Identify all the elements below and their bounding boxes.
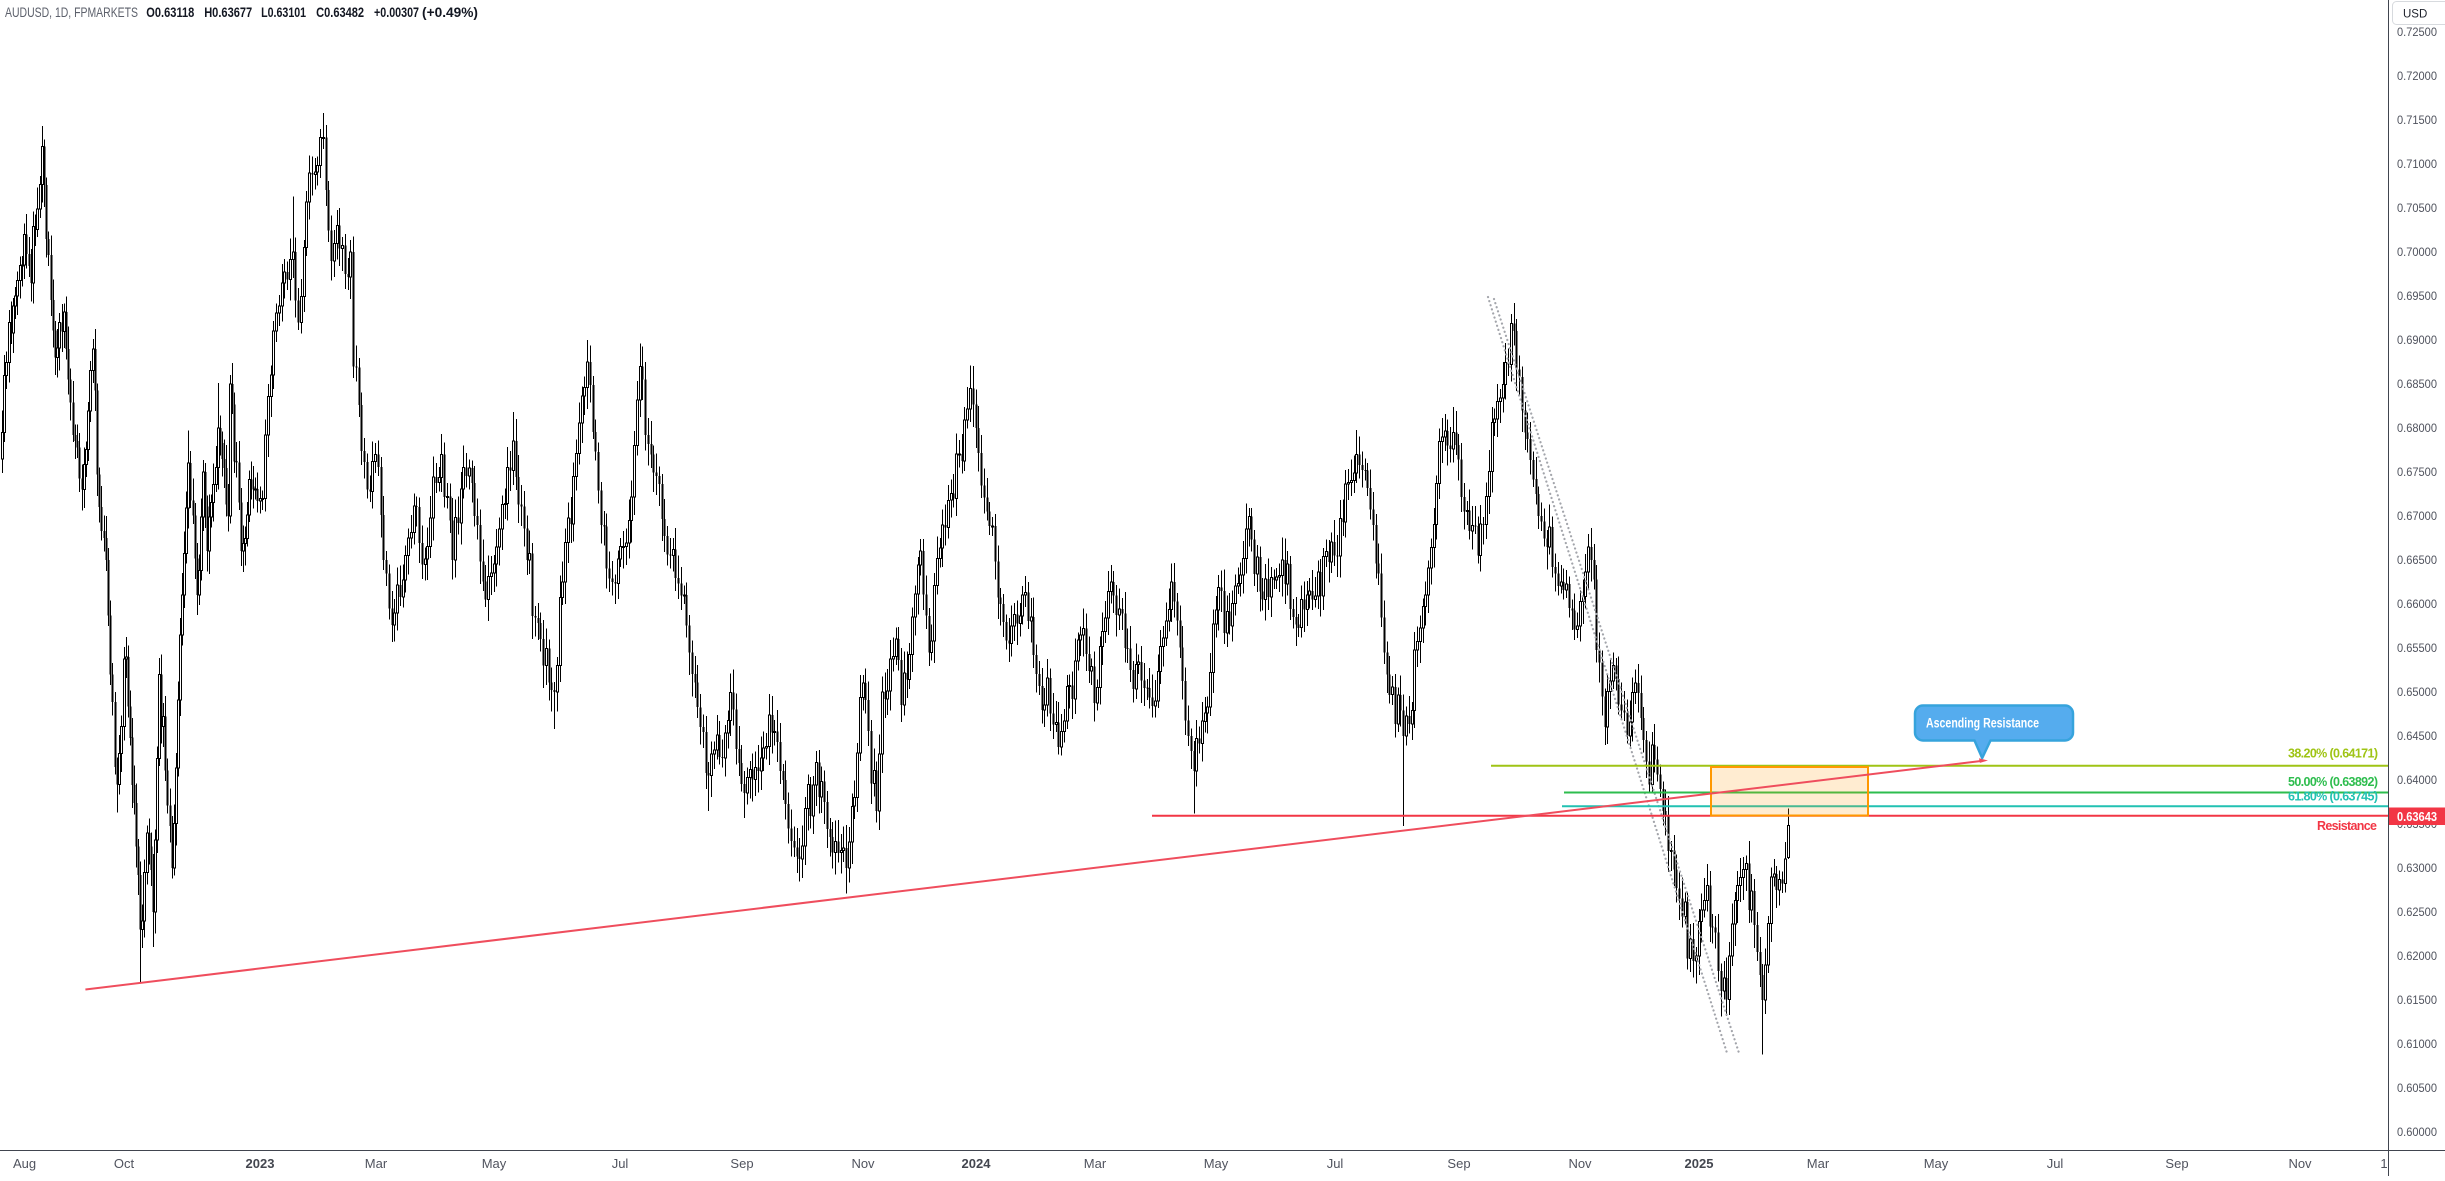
svg-text:0.67500: 0.67500	[2397, 465, 2437, 479]
svg-text:Mar: Mar	[365, 1156, 388, 1171]
svg-text:Oct: Oct	[114, 1156, 135, 1171]
svg-text:0.67000: 0.67000	[2397, 509, 2437, 523]
svg-text:May: May	[1924, 1156, 1949, 1171]
svg-text:Ascending Resistance: Ascending Resistance	[1926, 716, 2039, 731]
svg-text:May: May	[1204, 1156, 1229, 1171]
svg-text:Sep: Sep	[730, 1156, 753, 1171]
svg-text:Aug: Aug	[13, 1156, 36, 1171]
svg-text:O0.63118: O0.63118	[146, 5, 194, 20]
svg-text:2025: 2025	[1685, 1156, 1714, 1171]
svg-text:0.72000: 0.72000	[2397, 69, 2437, 83]
svg-text:Mar: Mar	[1807, 1156, 1830, 1171]
svg-text:Sep: Sep	[2165, 1156, 2188, 1171]
svg-text:0.69000: 0.69000	[2397, 333, 2437, 347]
svg-text:0.65500: 0.65500	[2397, 641, 2437, 655]
svg-text:H0.63677: H0.63677	[204, 5, 252, 20]
svg-text:0.66000: 0.66000	[2397, 597, 2437, 611]
svg-text:0.60500: 0.60500	[2397, 1081, 2437, 1095]
svg-text:0.61000: 0.61000	[2397, 1037, 2437, 1051]
svg-text:+0.00307: +0.00307	[374, 5, 419, 20]
svg-text:(+0.49%): (+0.49%)	[422, 5, 478, 20]
svg-text:C0.63482: C0.63482	[316, 5, 364, 20]
svg-text:Jul: Jul	[2047, 1156, 2064, 1171]
svg-text:2024: 2024	[962, 1156, 992, 1171]
svg-text:0.66500: 0.66500	[2397, 553, 2437, 567]
svg-text:May: May	[482, 1156, 507, 1171]
svg-text:AUDUSD, 1D, FPMARKETS: AUDUSD, 1D, FPMARKETS	[5, 5, 138, 20]
svg-text:38.20% (0.64171): 38.20% (0.64171)	[2288, 747, 2378, 761]
svg-text:USD: USD	[2403, 9, 2427, 21]
svg-text:0.62500: 0.62500	[2397, 905, 2437, 919]
svg-text:L0.63101: L0.63101	[261, 5, 306, 20]
svg-text:Nov: Nov	[2288, 1156, 2312, 1171]
svg-text:Mar: Mar	[1084, 1156, 1107, 1171]
svg-text:50.00% (0.63892): 50.00% (0.63892)	[2288, 775, 2378, 789]
svg-text:0.60000: 0.60000	[2397, 1125, 2437, 1139]
svg-text:61.80% (0.63745): 61.80% (0.63745)	[2288, 790, 2378, 804]
svg-text:Jul: Jul	[612, 1156, 629, 1171]
svg-text:Resistance: Resistance	[2317, 819, 2377, 833]
svg-text:Sep: Sep	[1447, 1156, 1470, 1171]
svg-text:0.63000: 0.63000	[2397, 861, 2437, 875]
svg-text:0.64500: 0.64500	[2397, 729, 2437, 743]
svg-text:0.64000: 0.64000	[2397, 773, 2437, 787]
svg-text:Nov: Nov	[851, 1156, 875, 1171]
svg-text:0.71000: 0.71000	[2397, 157, 2437, 171]
svg-text:0.68500: 0.68500	[2397, 377, 2437, 391]
svg-text:0.68000: 0.68000	[2397, 421, 2437, 435]
svg-text:Nov: Nov	[1568, 1156, 1592, 1171]
svg-text:Jul: Jul	[1327, 1156, 1344, 1171]
svg-text:0.65000: 0.65000	[2397, 685, 2437, 699]
svg-text:0.72500: 0.72500	[2397, 25, 2437, 39]
svg-text:0.62000: 0.62000	[2397, 949, 2437, 963]
svg-text:1: 1	[2380, 1156, 2387, 1171]
svg-text:0.63643: 0.63643	[2397, 810, 2437, 824]
svg-text:0.69500: 0.69500	[2397, 289, 2437, 303]
svg-text:2023: 2023	[246, 1156, 275, 1171]
svg-text:0.70000: 0.70000	[2397, 245, 2437, 259]
svg-text:0.61500: 0.61500	[2397, 993, 2437, 1007]
svg-text:0.71500: 0.71500	[2397, 113, 2437, 127]
svg-text:0.70500: 0.70500	[2397, 201, 2437, 215]
